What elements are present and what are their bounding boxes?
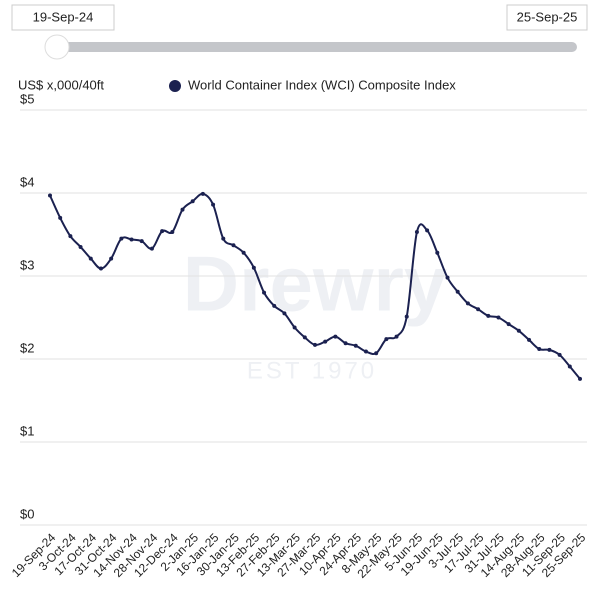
y-tick-label: $0: [20, 506, 34, 521]
watermark-name: Drewry: [183, 240, 447, 328]
data-point: [557, 352, 562, 357]
slider-end-box: [506, 4, 588, 31]
data-point: [435, 250, 440, 255]
legend-swatch: [169, 80, 181, 92]
data-point: [384, 337, 389, 342]
slider-start-box: [11, 4, 115, 31]
data-point: [190, 199, 195, 204]
y-tick-label: $1: [20, 423, 34, 438]
y-tick-label: $4: [20, 174, 34, 189]
data-point: [496, 315, 501, 320]
data-point: [333, 334, 338, 339]
data-point: [68, 234, 73, 239]
data-point: [221, 236, 226, 241]
data-point: [516, 328, 521, 333]
slider-handle[interactable]: [44, 34, 70, 60]
data-point: [282, 311, 287, 316]
data-point: [425, 228, 430, 233]
data-point: [211, 202, 216, 207]
data-point: [313, 342, 317, 347]
data-point: [455, 289, 460, 294]
data-point: [343, 341, 348, 346]
data-point: [527, 337, 532, 342]
data-point: [476, 307, 481, 312]
data-point: [567, 364, 572, 369]
data-point: [241, 250, 246, 255]
data-point: [302, 335, 307, 340]
data-point: [537, 347, 542, 352]
y-tick-label: $5: [20, 91, 34, 106]
data-point: [139, 239, 144, 244]
watermark-tagline: EST 1970: [247, 357, 377, 384]
data-point: [129, 237, 134, 242]
data-point: [170, 230, 175, 235]
data-point: [231, 243, 236, 248]
data-point: [445, 275, 450, 280]
slider-track[interactable]: [45, 42, 577, 52]
legend-label: World Container Index (WCI) Composite In…: [188, 77, 456, 92]
data-point: [323, 339, 328, 344]
data-point: [119, 236, 124, 241]
data-point: [149, 246, 154, 251]
data-point: [272, 303, 277, 308]
data-point: [98, 266, 103, 271]
data-point: [109, 256, 114, 261]
data-point: [486, 313, 491, 318]
data-point: [200, 191, 205, 196]
slider-start-label: 19-Sep-24: [33, 9, 94, 24]
data-point: [374, 351, 379, 356]
data-point: [88, 256, 93, 261]
data-point: [414, 230, 419, 235]
data-point: [48, 193, 52, 198]
data-point: [180, 207, 185, 212]
data-point: [262, 290, 267, 295]
data-point: [578, 376, 582, 381]
data-point: [547, 347, 552, 352]
data-point: [160, 229, 165, 234]
data-point: [251, 265, 256, 270]
data-point: [506, 322, 511, 327]
data-point: [78, 244, 83, 249]
data-point: [465, 301, 470, 306]
data-point: [363, 349, 368, 354]
y-tick-label: $3: [20, 257, 34, 272]
data-point: [404, 314, 409, 319]
data-point: [353, 343, 358, 348]
y-axis-label: US$ x,000/40ft: [18, 77, 104, 92]
data-point: [292, 325, 297, 330]
data-point: [58, 215, 63, 220]
data-point: [394, 334, 399, 339]
slider-end-label: 25-Sep-25: [517, 9, 578, 24]
y-tick-label: $2: [20, 340, 34, 355]
